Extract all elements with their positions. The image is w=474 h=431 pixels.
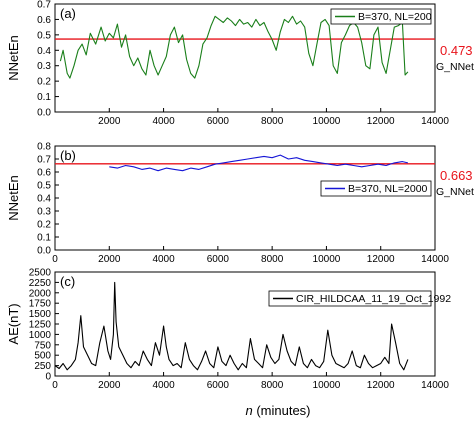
- panel-1-y-tick-label: 0.1: [37, 233, 51, 244]
- panel-0-y-tick-label: 0.5: [37, 30, 51, 41]
- panel-2-frame: [54, 271, 436, 377]
- panel-2-y-tick-label: 1750: [29, 299, 52, 310]
- x-axis-label: n (minutes): [245, 403, 310, 418]
- panel-0-x-tick-label: 2000: [98, 116, 121, 127]
- panel-1-frame: [54, 145, 436, 251]
- panel-1-legend-label: B=370, NL=2000: [348, 183, 428, 195]
- panel-2-y-tick-label: 2250: [29, 278, 52, 289]
- panel-0-x-tick-label: 12000: [367, 116, 395, 127]
- panel-2-x-tick-label: 8000: [261, 380, 284, 391]
- panel-1-x-tick-label: 6000: [207, 254, 230, 265]
- panel-0-y-tick-label: 0.7: [37, 0, 51, 11]
- panel-1-legend: [320, 180, 432, 197]
- panel-0-label: (a): [60, 6, 76, 21]
- panel-0-x-tick-label: 6000: [207, 116, 230, 127]
- panel-2-x-tick-label: 10000: [313, 380, 341, 391]
- panel-2-y-tick-label: 750: [34, 340, 51, 351]
- panel-0-x-tick-label: 14000: [421, 116, 449, 127]
- panel-2-y-tick-label: 0: [45, 372, 51, 383]
- panel-1-x-tick-label: 0: [52, 254, 58, 265]
- panel-0-y-tick-label: 0.6: [37, 15, 51, 26]
- panel-0-y-tick-label: 0.1: [37, 92, 51, 103]
- panel-2-x-tick-label: 12000: [367, 380, 395, 391]
- panel-1-y-tick-label: 0.8: [37, 142, 51, 153]
- panel-0-y-axis-label: NNetEn: [6, 35, 21, 81]
- panel-2-label: (c): [60, 274, 75, 289]
- panel-2-y-tick-label: 1250: [29, 320, 52, 331]
- panel-1-x-tick-label: 8000: [261, 254, 284, 265]
- panel-2-x-tick-label: 2000: [98, 380, 121, 391]
- panel-1-y-tick-label: 0.7: [37, 155, 51, 166]
- panel-2-legend: [268, 290, 432, 307]
- panel-2-y-tick-label: 250: [34, 361, 51, 372]
- panel-1-y-tick-label: 0.3: [37, 207, 51, 218]
- panel-2-x-tick-label: 0: [52, 380, 58, 391]
- panel-1-x-tick-label: 14000: [421, 254, 449, 265]
- panel-0-x-tick-label: 10000: [313, 116, 341, 127]
- panel-1-reference-value: 0.663: [440, 168, 473, 183]
- panel-2-x-tick-label: 4000: [152, 380, 175, 391]
- panel-0-x-tick-label: 4000: [152, 116, 175, 127]
- panel-1-y-tick-label: 0.2: [37, 220, 51, 231]
- panel-2-legend-label: CIR_HILDCAA_11_19_Oct_1992: [296, 293, 451, 305]
- panel-2-y-tick-label: 1000: [29, 330, 52, 341]
- panel-0-y-tick-label: 0.2: [37, 77, 51, 88]
- panel-1-x-tick-label: 10000: [313, 254, 341, 265]
- panel-1-x-tick-label: 2000: [98, 254, 121, 265]
- panel-0-reference-name: G_NNetEn: [436, 61, 474, 73]
- panel-1-y-tick-label: 0.0: [37, 246, 51, 257]
- panel-2-y-tick-label: 2500: [29, 268, 52, 279]
- panel-1-series-line: [109, 154, 409, 172]
- panel-1-y-tick-label: 0.5: [37, 181, 51, 192]
- panel-1-label: (b): [60, 148, 76, 163]
- panel-2-y-axis-label: AE(nT): [6, 303, 21, 344]
- panel-1-x-tick-label: 12000: [367, 254, 395, 265]
- panel-0-reference-value: 0.473: [440, 43, 473, 58]
- panel-2-x-tick-label: 6000: [207, 380, 230, 391]
- panel-2-x-tick-label: 14000: [421, 380, 449, 391]
- panel-2-y-tick-label: 1500: [29, 309, 52, 320]
- panel-0-y-tick-label: 0.3: [37, 61, 51, 72]
- panel-2-series-line: [54, 281, 409, 371]
- panel-1-x-tick-label: 4000: [152, 254, 175, 265]
- panel-0-y-tick-label: 0.4: [37, 46, 51, 57]
- panel-2-y-tick-label: 2000: [29, 288, 52, 299]
- panel-0-x-tick-label: 8000: [261, 116, 284, 127]
- panel-1-y-tick-label: 0.6: [37, 168, 51, 179]
- panel-2-y-tick-label: 500: [34, 351, 51, 362]
- panel-1-y-tick-label: 0.4: [37, 194, 51, 205]
- x-axis-label-unit: (minutes): [253, 403, 311, 418]
- panel-0-legend: [330, 8, 432, 25]
- panel-0-legend-label: B=370, NL=200: [358, 11, 432, 23]
- panel-1-y-axis-label: NNetEn: [6, 175, 21, 221]
- x-axis-label-variable: n: [245, 403, 252, 418]
- panel-0-y-tick-label: 0.0: [37, 108, 51, 119]
- panel-1-reference-name: G_NNetEn: [436, 186, 474, 198]
